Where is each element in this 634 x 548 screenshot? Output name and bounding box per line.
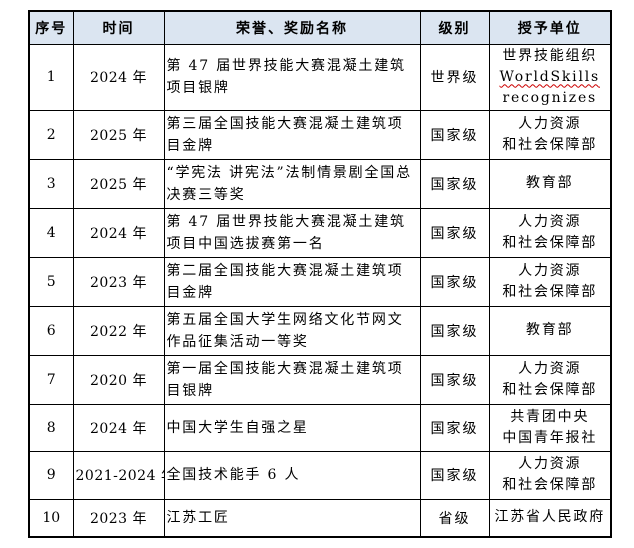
cell-level: 国家级 (419, 354, 490, 405)
cell-name: 中国大学生自强之星 (163, 403, 421, 452)
unit-line: 人力资源 (518, 456, 582, 472)
cell-no: 8 (28, 403, 74, 452)
cell-unit: 人力资源 和社会保障部 (488, 256, 612, 307)
unit-line: 人力资源 (518, 262, 582, 279)
unit-line: 和社会保障部 (502, 136, 598, 153)
unit-line: 和社会保障部 (502, 477, 598, 493)
col-header-level: 级别 (419, 10, 490, 45)
table-header-row: 序号 时间 荣誉、奖励名称 级别 授予单位 (28, 10, 612, 45)
cell-unit: 人力资源 和社会保障部 (488, 450, 612, 500)
cell-no: 10 (28, 498, 74, 538)
unit-line: 江苏省人民政府 (494, 509, 606, 526)
unit-line: 和社会保障部 (502, 283, 598, 300)
cell-level: 国家级 (419, 305, 490, 356)
unit-line: 和社会保障部 (502, 381, 598, 398)
awards-table: 序号 时间 荣誉、奖励名称 级别 授予单位 1 2024 年 第 47 届世界技… (28, 10, 612, 538)
cell-name: “学宪法 讲宪法”法制情景剧全国总决赛三等奖 (163, 158, 421, 209)
cell-name: 第五届全国大学生网络文化节网文作品征集活动一等奖 (163, 305, 421, 356)
table-row: 4 2024 年 第 47 届世界技能大赛混凝土建筑项目中国选拔赛第一名 国家级… (28, 207, 612, 258)
cell-time: 2024 年 (72, 403, 165, 452)
table-row: 1 2024 年 第 47 届世界技能大赛混凝土建筑项目银牌 世界级 世界技能组… (28, 43, 612, 111)
unit-line: 和社会保障部 (502, 234, 598, 251)
cell-level: 国家级 (419, 450, 490, 500)
cell-unit: 人力资源 和社会保障部 (488, 109, 612, 160)
col-header-time: 时间 (72, 10, 165, 45)
cell-unit: 人力资源 和社会保障部 (488, 207, 612, 258)
table-row: 9 2021-2024 年 全国技术能手 6 人 国家级 人力资源 和社会保障部 (28, 450, 612, 500)
cell-unit: 江苏省人民政府 (488, 498, 612, 538)
table-row: 10 2023 年 江苏工匠 省级 江苏省人民政府 (28, 498, 612, 538)
col-header-name: 荣誉、奖励名称 (163, 10, 421, 45)
unit-line-misspelled: WorldSkills (499, 68, 600, 85)
cell-level: 国家级 (419, 256, 490, 307)
unit-line: 教育部 (526, 175, 574, 191)
cell-name: 第二届全国技能大赛混凝土建筑项目金牌 (163, 256, 421, 307)
cell-no: 6 (28, 305, 74, 356)
unit-line: 世界技能组织 (502, 47, 598, 64)
cell-time: 2021-2024 年 (72, 450, 165, 500)
col-header-unit: 授予单位 (488, 10, 612, 45)
cell-time: 2024 年 (72, 43, 165, 111)
table-row: 6 2022 年 第五届全国大学生网络文化节网文作品征集活动一等奖 国家级 教育… (28, 305, 612, 356)
table-row: 7 2020 年 第一届全国技能大赛混凝土建筑项目银牌 国家级 人力资源 和社会… (28, 354, 612, 405)
cell-level: 国家级 (419, 207, 490, 258)
cell-unit: 世界技能组织 WorldSkills recognizes (488, 43, 612, 111)
cell-no: 1 (28, 43, 74, 111)
cell-time: 2025 年 (72, 158, 165, 209)
table-row: 8 2024 年 中国大学生自强之星 国家级 共青团中央 中国青年报社 (28, 403, 612, 452)
cell-level: 世界级 (419, 43, 490, 111)
cell-name: 第 47 届世界技能大赛混凝土建筑项目中国选拔赛第一名 (163, 207, 421, 258)
cell-name: 第三届全国技能大赛混凝土建筑项目金牌 (163, 109, 421, 160)
cell-time: 2025 年 (72, 109, 165, 160)
cell-level: 国家级 (419, 403, 490, 452)
cell-no: 7 (28, 354, 74, 405)
cell-time: 2023 年 (72, 256, 165, 307)
cell-no: 9 (28, 450, 74, 500)
cell-unit: 教育部 (488, 158, 612, 209)
cell-no: 3 (28, 158, 74, 209)
cell-no: 4 (28, 207, 74, 258)
cell-unit: 教育部 (488, 305, 612, 356)
unit-line: 人力资源 (518, 213, 582, 230)
cell-no: 2 (28, 109, 74, 160)
col-header-no: 序号 (28, 10, 74, 45)
cell-time: 2022 年 (72, 305, 165, 356)
table-row: 5 2023 年 第二届全国技能大赛混凝土建筑项目金牌 国家级 人力资源 和社会… (28, 256, 612, 307)
unit-line: 人力资源 (518, 360, 582, 377)
cell-name: 全国技术能手 6 人 (163, 450, 421, 500)
table-row: 3 2025 年 “学宪法 讲宪法”法制情景剧全国总决赛三等奖 国家级 教育部 (28, 158, 612, 209)
cell-unit: 人力资源 和社会保障部 (488, 354, 612, 405)
cell-name: 第一届全国技能大赛混凝土建筑项目银牌 (163, 354, 421, 405)
cell-time: 2023 年 (72, 498, 165, 538)
table-row: 2 2025 年 第三届全国技能大赛混凝土建筑项目金牌 国家级 人力资源 和社会… (28, 109, 612, 160)
cell-unit: 共青团中央 中国青年报社 (488, 403, 612, 452)
cell-time: 2024 年 (72, 207, 165, 258)
unit-line: 人力资源 (518, 115, 582, 132)
cell-name: 江苏工匠 (163, 498, 421, 538)
cell-level: 国家级 (419, 109, 490, 160)
unit-line: 中国青年报社 (502, 429, 598, 446)
unit-line: recognizes (502, 89, 598, 106)
unit-line: 共青团中央 (510, 408, 590, 425)
document-page: 序号 时间 荣誉、奖励名称 级别 授予单位 1 2024 年 第 47 届世界技… (28, 10, 612, 538)
cell-level: 省级 (419, 498, 490, 538)
unit-line: 教育部 (526, 322, 574, 338)
cell-no: 5 (28, 256, 74, 307)
cell-name: 第 47 届世界技能大赛混凝土建筑项目银牌 (163, 43, 421, 111)
cell-time: 2020 年 (72, 354, 165, 405)
cell-level: 国家级 (419, 158, 490, 209)
